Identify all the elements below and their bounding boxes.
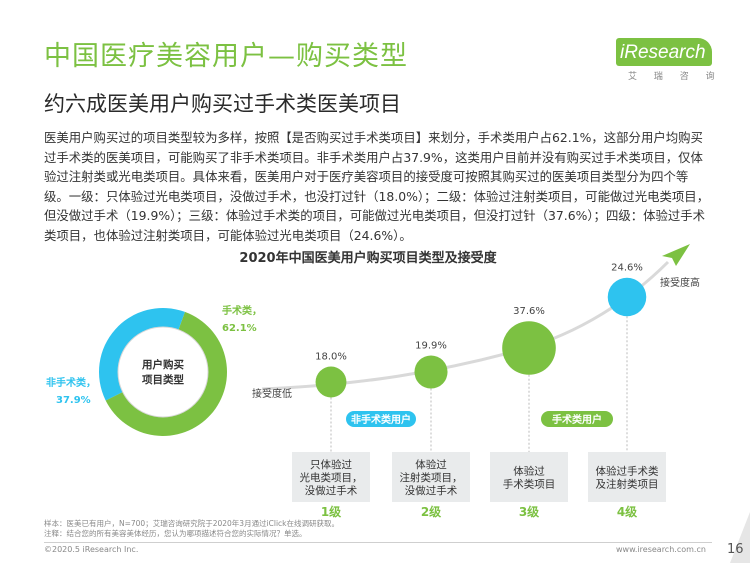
level-desc-text: 手术类项目 (503, 478, 556, 491)
logo-brand: iResearch (620, 42, 706, 63)
page-corner (730, 512, 750, 563)
level-desc-box (490, 452, 568, 502)
paper-plane-icon (662, 244, 690, 266)
slice-name-non-surgical: 非手术类， (46, 376, 96, 389)
slice-name-surgical: 手术类， (222, 304, 262, 317)
level-desc-text: 只体验过 (310, 458, 352, 471)
page-number: 16 (727, 542, 744, 557)
level-desc-text: 注射类项目， (400, 471, 463, 484)
copyright: ©2020.5 iResearch Inc. (44, 545, 139, 554)
page-title: 中国医疗美容用户—购买类型 (44, 41, 408, 72)
level-desc-box (588, 452, 666, 502)
level-desc-text: 体验过手术类 (596, 465, 659, 478)
group-pill-label: 手术类用户 (552, 413, 602, 426)
slice-value-surgical: 62.1% (222, 323, 257, 334)
level-desc-text: 及注射类项目 (596, 478, 659, 491)
level-label: 3级 (519, 504, 539, 519)
slice-value-non-surgical: 37.9% (56, 395, 91, 406)
donut-chart: 用户购买项目类型 手术类， 62.1% 非手术类， 37.9% (46, 304, 262, 436)
level-value-label: 24.6% (611, 263, 643, 274)
comment-note: 注释：结合您的所有美容美体经历，您认为哪项描述符合您的实际情况？单选。 (44, 529, 307, 538)
donut-slice-non-surgical (99, 308, 185, 401)
level-desc-text: 没做过手术 (405, 484, 458, 497)
group-pill-label: 非手术类用户 (351, 413, 411, 426)
level-point (607, 277, 647, 317)
footnote: 样本：医美已有用户，N=700；艾瑞咨询研究院于2020年3月通过iClick在… (44, 519, 339, 539)
donut-center (117, 326, 209, 418)
logo-subtitle: 艾 瑞 咨 询 (628, 72, 722, 82)
axis-low-label: 接受度低 (252, 387, 292, 400)
footer-divider (44, 542, 712, 543)
sample-note: 样本：医美已有用户，N=700；艾瑞咨询研究院于2020年3月通过iClick在… (44, 519, 340, 528)
donut-slice-surgical (105, 311, 227, 436)
level-desc-text: 体验过 (415, 458, 447, 471)
level-value-label: 19.9% (415, 340, 447, 351)
level-desc-text: 没做过手术 (305, 484, 358, 497)
level-value-label: 18.0% (315, 352, 347, 363)
donut-center-label-2: 项目类型 (142, 373, 184, 386)
level-label: 4级 (617, 504, 637, 519)
iresearch-logo: iResearch 艾 瑞 咨 询 (616, 38, 715, 82)
description-paragraph: 医美用户购买过的项目类型较为多样，按照【是否购买过手术类项目】来划分，手术类用户… (44, 130, 710, 243)
axis-high-label: 接受度高 (660, 276, 700, 289)
chart-title: 2020年中国医美用户购买项目类型及接受度 (239, 250, 497, 266)
level-point (315, 366, 347, 398)
level-label: 1级 (321, 504, 341, 519)
level-desc-text: 光电类项目， (300, 471, 363, 484)
level-desc-text: 体验过 (513, 465, 545, 478)
level-point (414, 355, 448, 389)
level-value-label: 37.6% (513, 306, 545, 317)
website-link[interactable]: www.iresearch.com.cn (616, 545, 706, 554)
level-desc-box (292, 452, 370, 502)
donut-center-label-1: 用户购买 (141, 358, 184, 371)
page-subtitle: 约六成医美用户购买过手术类医美项目 (44, 92, 401, 116)
level-label: 2级 (421, 504, 441, 519)
group-pill (346, 411, 416, 427)
level-desc-box (392, 452, 470, 502)
level-point (502, 321, 556, 375)
group-pill (541, 411, 613, 427)
